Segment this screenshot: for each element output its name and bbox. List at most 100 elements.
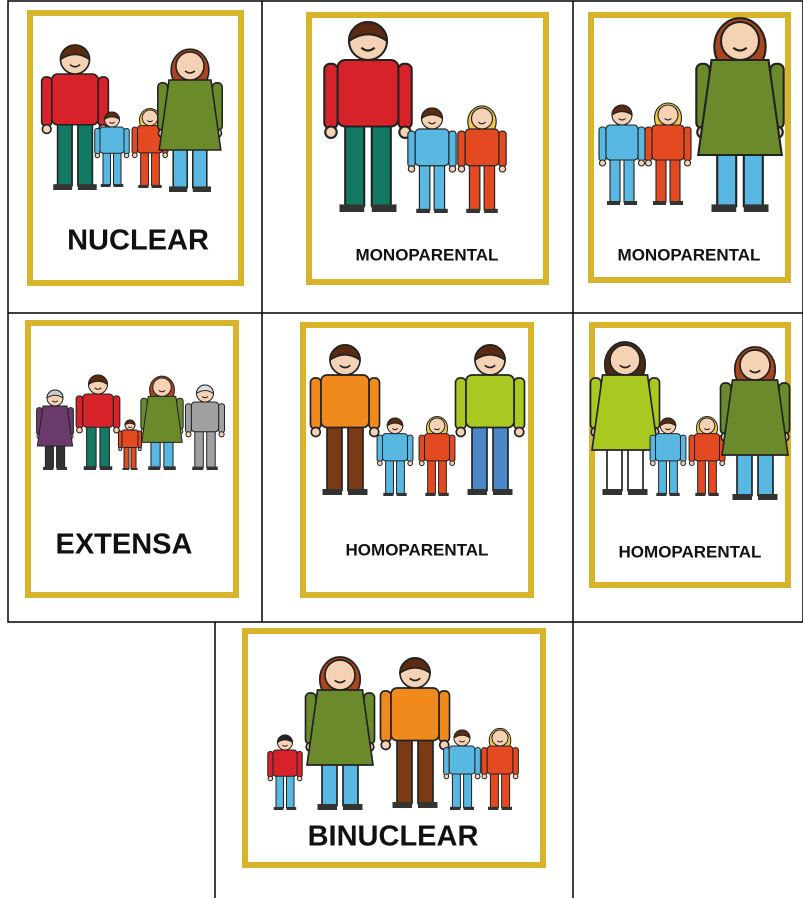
leg [45,444,53,467]
leg [659,459,667,494]
hand [408,166,414,172]
leg [100,424,110,467]
leg [439,459,447,494]
shoe [207,467,218,470]
shoe [425,493,435,496]
head [699,418,715,434]
hand [444,774,449,779]
shoe [397,493,407,496]
hand [370,428,379,437]
torso [191,402,218,432]
arm [369,378,380,429]
shoe [57,467,67,470]
arm [42,77,52,126]
leg [276,774,284,808]
torso [383,434,408,461]
dress [722,380,788,455]
shoe [418,802,438,808]
hand [419,461,424,466]
arm [514,378,525,429]
arm [650,435,655,462]
shoe [318,804,338,810]
leg [345,121,364,207]
leg [372,121,391,207]
leg [327,423,342,491]
shoe [628,489,648,495]
shoe [670,201,683,205]
leg [207,429,216,467]
shoe [131,468,138,470]
arm [475,748,481,775]
shoe [192,467,203,470]
arm [311,378,322,429]
leg [114,151,122,185]
leg [628,447,643,491]
shoe [466,209,480,213]
hand [381,741,390,750]
hand [499,166,505,172]
hand [458,166,464,172]
torso [656,434,681,461]
shoe [348,489,368,495]
leg [610,157,620,202]
hand [132,153,137,158]
shoe [100,466,112,470]
arm [689,435,694,462]
hand [450,461,455,466]
leg [58,120,73,185]
dress [159,80,221,150]
leg [141,151,149,186]
arm [219,404,225,433]
card-label: HOMOPARENTAL [346,540,489,559]
shoe [84,466,96,470]
hand [513,774,518,779]
shoe [323,489,343,495]
torso [425,434,450,461]
leg [57,444,65,467]
torso [321,375,369,428]
torso [466,375,514,428]
head [176,52,204,80]
leg [670,459,678,494]
hand [186,432,191,437]
arm [381,691,392,742]
leg [737,452,752,496]
leg [287,774,295,808]
leg [493,423,508,491]
card-label: BINUCLEAR [308,821,479,853]
shoe [733,494,753,500]
leg [173,147,187,188]
head [429,418,445,434]
hand [449,166,455,172]
arm [119,431,123,448]
head [740,350,770,380]
head [658,105,678,125]
torso [52,74,98,125]
torso [83,394,113,427]
leg [418,736,433,804]
arm [408,131,415,167]
torso [652,125,684,160]
shoe [488,807,498,810]
leg [193,147,207,188]
torso [273,750,297,776]
torso [391,688,439,741]
leg [434,163,445,210]
leg [464,772,472,808]
hand [95,153,100,158]
leg [502,772,510,808]
leg [490,772,498,808]
hand [456,428,465,437]
leg [151,441,160,468]
hand [681,461,686,466]
shoe [464,807,474,810]
hand [639,160,645,166]
shoe [114,184,124,187]
hand [475,774,480,779]
hand [163,153,168,158]
shoe [653,201,666,205]
leg [343,762,358,806]
hand [42,125,51,134]
arm [324,64,337,129]
shoe [152,185,162,188]
